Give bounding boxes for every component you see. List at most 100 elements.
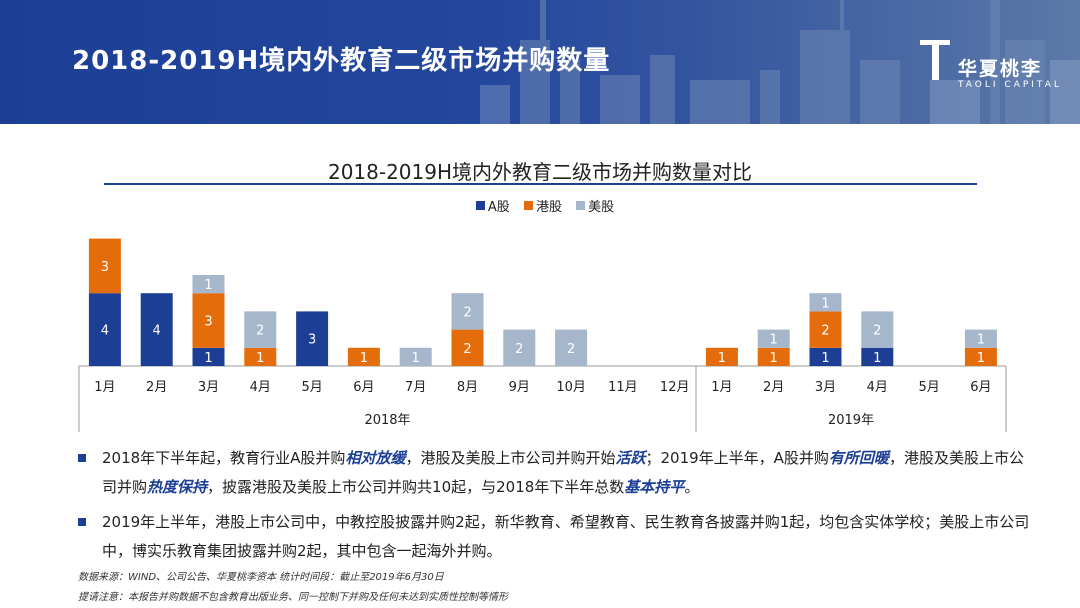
data-label: 2 (873, 324, 881, 339)
x-group-label: 2019年 (828, 413, 874, 428)
data-label: 4 (153, 324, 161, 339)
x-tick-label: 3月 (198, 380, 219, 395)
legend-swatch-us (576, 201, 586, 210)
x-tick-label: 1月 (711, 380, 732, 395)
x-tick-label: 5月 (918, 380, 939, 395)
data-label: 2 (256, 324, 264, 339)
bar-segment (399, 347, 432, 366)
x-tick-label: 4月 (250, 380, 271, 395)
legend-swatch-a-share (475, 201, 485, 210)
bullet-marker (78, 518, 86, 526)
x-tick-label: 9月 (509, 380, 530, 395)
data-label: 3 (204, 315, 212, 330)
data-label: 1 (412, 351, 420, 366)
data-label: 3 (308, 333, 316, 348)
bar-segment (757, 329, 790, 348)
legend-swatch-hk (523, 201, 533, 210)
bar-segment (757, 347, 790, 366)
data-label: 2 (463, 305, 471, 320)
emphasis-text: 相对放缓 (345, 449, 406, 467)
data-label: 1 (718, 351, 726, 366)
x-tick-label: 10月 (556, 380, 586, 395)
data-label: 2 (567, 342, 575, 357)
text-segment: ，港股及美股上市公司并购开始 (405, 449, 616, 467)
bullet-item: 2019年上半年，港股上市公司中，中教控股披露并购2起，新华教育、希望教育、民生… (78, 508, 1038, 566)
data-label: 3 (101, 260, 109, 275)
bullet-list: 2018年下半年起，教育行业A股并购相对放缓，港股及美股上市公司并购开始活跃；2… (78, 444, 1038, 572)
bullet-text: 2018年下半年起，教育行业A股并购相对放缓，港股及美股上市公司并购开始活跃；2… (102, 449, 1024, 496)
bar-segment (451, 329, 484, 366)
data-label: 4 (101, 324, 109, 339)
emphasis-text: 热度保持 (147, 478, 208, 496)
x-group-label: 2018年 (364, 413, 410, 428)
text-segment: 。 (684, 478, 700, 496)
legend-label-hk: 港股 (535, 200, 562, 215)
bar-segment (244, 347, 277, 366)
bar-segment (861, 347, 894, 366)
x-tick-label: 8月 (457, 380, 478, 395)
taoli-logo-icon (920, 40, 950, 80)
bullet-text: 2019年上半年，港股上市公司中，中教控股披露并购2起，新华教育、希望教育、民生… (102, 513, 1029, 560)
bar-segment (809, 347, 842, 366)
data-label: 1 (821, 296, 829, 311)
title-divider (104, 183, 977, 185)
bar-segment (192, 293, 225, 348)
bullet-marker (78, 454, 86, 462)
bar-segment (809, 311, 842, 348)
x-tick-label: 12月 (660, 380, 690, 395)
chart-title: 2018-2019H境内外教育二级市场并购数量对比 (327, 160, 753, 184)
data-label: 1 (770, 333, 778, 348)
x-tick-label: 1月 (94, 380, 115, 395)
bar-segment (244, 311, 277, 348)
legend-label-a-share: A股 (487, 200, 510, 215)
text-segment: ，港股及美股上市公司并购 (102, 449, 1024, 496)
data-label: 2 (821, 324, 829, 339)
x-tick-label: 7月 (405, 380, 426, 395)
bar-segment (809, 293, 842, 312)
data-label: 1 (204, 351, 212, 366)
bar-segment (88, 238, 121, 294)
bar-segment (296, 311, 329, 366)
data-label: 1 (360, 351, 368, 366)
remark-note: 提请注意：本报告并购数据不包含教育出版业务、同一控制下并购及任何未达到实质性控制… (78, 592, 508, 603)
bar-segment (964, 347, 997, 366)
x-tick-label: 6月 (353, 380, 374, 395)
chart-legend: A股 港股 美股 (0, 196, 1080, 215)
bar-segment (555, 329, 588, 366)
bar-segment (192, 275, 225, 294)
logo-subtext: TAOLI CAPITAL (958, 80, 1062, 90)
header-banner: 2018-2019H境内外教育二级市场并购数量 华夏桃李 TAOLI CAPIT… (0, 0, 1080, 124)
x-tick-label: 2月 (146, 380, 167, 395)
bar-segment (347, 347, 380, 366)
data-label: 1 (770, 351, 778, 366)
bar-segment (88, 293, 121, 366)
data-label: 1 (873, 351, 881, 366)
legend-label-us: 美股 (588, 200, 615, 215)
emphasis-text: 有所回暖 (828, 449, 889, 467)
data-label: 2 (463, 342, 471, 357)
x-tick-label: 5月 (301, 380, 322, 395)
logo-text: 华夏桃李 (958, 58, 1043, 80)
emphasis-text: 活跃 (615, 449, 646, 467)
x-tick-label: 2月 (763, 380, 784, 395)
source-note: 数据来源：WIND、公司公告、华夏桃李资本 统计时间段：截止至2019年6月30… (78, 572, 444, 583)
data-label: 1 (204, 278, 212, 293)
bar-segment (861, 311, 894, 348)
text-segment: ，披露港股及美股上市公司并购共10起，与2018年下半年总数 (207, 478, 625, 496)
data-label: 1 (977, 351, 985, 366)
x-tick-label: 11月 (608, 380, 638, 395)
x-tick-label: 3月 (815, 380, 836, 395)
bar-segment (964, 329, 997, 348)
city-skyline-image (480, 0, 1080, 124)
bar-segment (503, 329, 536, 366)
data-label: 1 (821, 351, 829, 366)
data-label: 1 (977, 333, 985, 348)
x-tick-label: 4月 (867, 380, 888, 395)
bar-segment (451, 293, 484, 330)
bar-segment (192, 347, 225, 366)
x-tick-label: 6月 (970, 380, 991, 395)
data-label: 2 (515, 342, 523, 357)
bar-segment (140, 293, 173, 366)
bar-segment (705, 347, 738, 366)
